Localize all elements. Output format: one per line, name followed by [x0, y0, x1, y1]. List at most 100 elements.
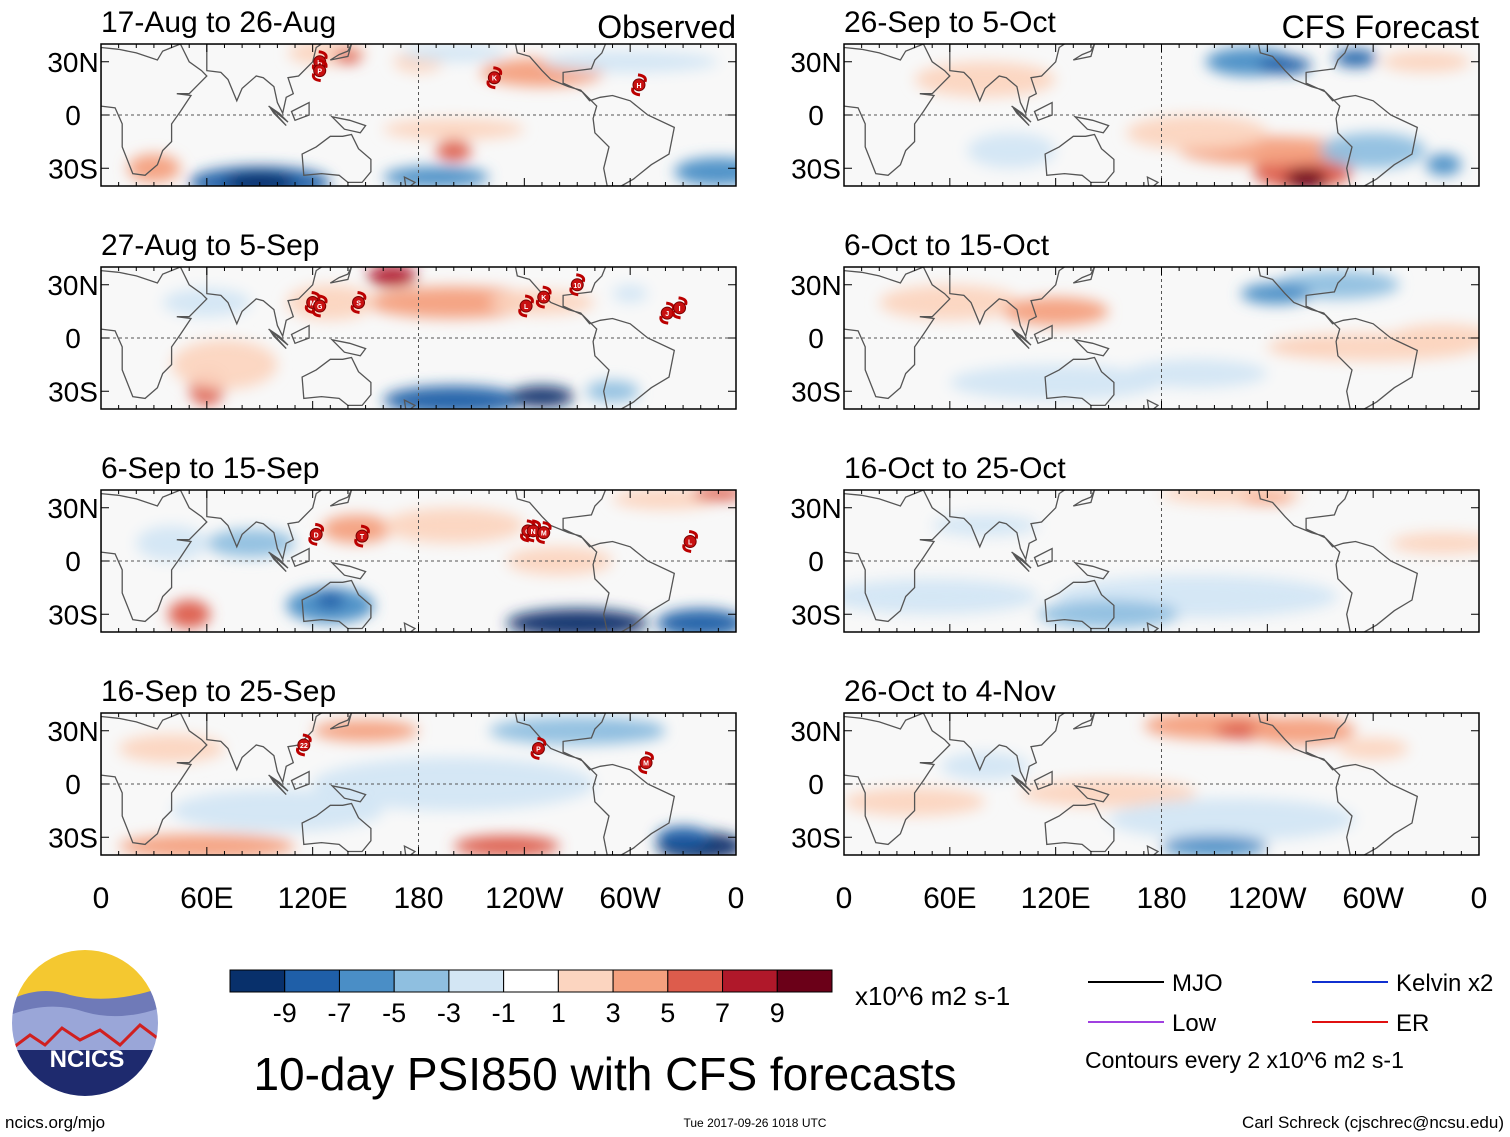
- y-tick-label: 30S: [48, 822, 98, 853]
- continent-outline: [206, 490, 323, 562]
- continent-outline: [403, 621, 417, 632]
- storm-icon: [355, 529, 369, 543]
- continent-outline: [329, 267, 353, 284]
- anomaly-patch: [312, 757, 595, 811]
- anomaly-field: [101, 713, 736, 855]
- storm-marker: K: [535, 285, 552, 309]
- anomaly-patch: [1334, 49, 1377, 68]
- storm-label: G: [317, 304, 323, 311]
- y-tick-label: 0: [65, 100, 81, 131]
- storm-icon: [296, 733, 312, 757]
- storm-label: I: [679, 306, 681, 313]
- anomaly-patch: [383, 118, 525, 140]
- coastlines: [101, 44, 676, 186]
- anomaly-patch: [367, 267, 417, 287]
- continent-outline: [101, 713, 208, 846]
- continent-outline: [1012, 330, 1030, 350]
- x-tick-label: 60W: [1342, 882, 1404, 915]
- contour-interval-note: Contours every 2 x10^6 m2 s-1: [1085, 1047, 1404, 1073]
- continent-outline: [514, 44, 676, 186]
- x-tick-label: 0: [93, 882, 110, 915]
- storm-icon: [673, 301, 687, 315]
- continent-outline: [1012, 553, 1030, 573]
- continent-outline: [268, 551, 289, 569]
- colorbar-swatch: [284, 969, 340, 993]
- anomaly-patch: [162, 288, 251, 317]
- anomaly-field: [844, 44, 1471, 186]
- continent-outline: [269, 330, 287, 350]
- storm-icon: [308, 522, 325, 546]
- y-tick-label: 0: [65, 769, 81, 800]
- anomaly-patch: [1240, 282, 1312, 305]
- anomaly-patch: [1426, 154, 1462, 176]
- storm-marker: 10: [569, 273, 586, 297]
- panel-period-label: 26-Sep to 5-Oct: [844, 6, 1056, 39]
- y-tick-label: 0: [65, 546, 81, 577]
- colorbar-tick-label: 1: [551, 998, 566, 1028]
- continent-outline: [949, 267, 1066, 339]
- anomaly-patch: [312, 720, 419, 742]
- logo-art: [11, 949, 159, 1097]
- storm-marker: M: [638, 751, 654, 775]
- storm-icon: [311, 59, 328, 83]
- storm-marker: P: [311, 59, 328, 83]
- colorbar-swatch: [503, 969, 559, 993]
- storm-icon: [350, 291, 367, 314]
- continent-outline: [268, 105, 289, 123]
- storm-icon: [570, 278, 584, 292]
- anomaly-patch: [1390, 532, 1479, 554]
- anomaly-patch: [506, 608, 648, 632]
- storm-icon: [518, 294, 534, 318]
- storm-icon: [683, 534, 697, 548]
- colorbar-swatch: [557, 969, 614, 993]
- map-panel: 30N 0 30S 16-Oct to 25-Oct: [790, 452, 1480, 633]
- storm-label: D: [314, 532, 319, 539]
- storm-label: M: [310, 301, 316, 308]
- panel-period-label: 17-Aug to 26-Aug: [101, 6, 336, 39]
- colorbar-swatch: [338, 969, 395, 993]
- anomaly-patch: [656, 608, 736, 632]
- continent-outline: [301, 356, 372, 407]
- panel-period-label: 16-Oct to 25-Oct: [844, 452, 1066, 485]
- coastlines: [101, 490, 676, 632]
- map-panel: 30N 0 30S 27-Aug to 5-Sep MG S L K 10 J I: [47, 229, 737, 410]
- panel-period-label: 16-Sep to 25-Sep: [101, 675, 336, 708]
- storm-marker: M: [535, 521, 552, 545]
- anomaly-patch: [612, 490, 719, 510]
- continent-outline: [949, 713, 1066, 785]
- anomaly-patch: [206, 529, 296, 558]
- continent-outline: [290, 547, 310, 568]
- continent-outline: [290, 324, 310, 345]
- footer-website: ncics.org/mjo: [5, 1113, 105, 1132]
- anomaly-patch: [1240, 493, 1294, 505]
- storm-label: S: [356, 301, 361, 308]
- x-tick-label: 0: [728, 882, 745, 915]
- colorbar-swatch: [667, 969, 724, 993]
- y-tick-label: 0: [808, 769, 824, 800]
- coastlines: [844, 490, 1419, 632]
- continent-outline: [514, 490, 676, 632]
- storm-icon: [297, 738, 311, 752]
- storm-label: K: [492, 76, 497, 83]
- storm-icon: [671, 296, 688, 320]
- anomaly-patch: [1126, 359, 1268, 388]
- storm-icon: [487, 71, 501, 85]
- continent-outline: [1146, 621, 1160, 632]
- storm-marker: D: [308, 522, 325, 546]
- storm-label: H: [317, 60, 322, 67]
- storm-icon: [531, 742, 545, 755]
- colorbar-tick-label: 3: [606, 998, 621, 1028]
- continent-outline: [1073, 561, 1110, 580]
- storm-label: H: [636, 83, 641, 90]
- x-tick-label: 180: [393, 882, 443, 915]
- continent-outline: [1257, 44, 1419, 186]
- storm-label: M: [643, 761, 649, 768]
- continent-outline: [1072, 267, 1096, 284]
- anomaly-patch: [510, 385, 574, 408]
- anomaly-patch: [1320, 132, 1427, 169]
- storm-label: 22: [300, 743, 308, 750]
- y-tick-label: 30S: [791, 153, 841, 184]
- map-panel: 30N 0 30S 26-Oct to 4-Nov: [790, 675, 1480, 856]
